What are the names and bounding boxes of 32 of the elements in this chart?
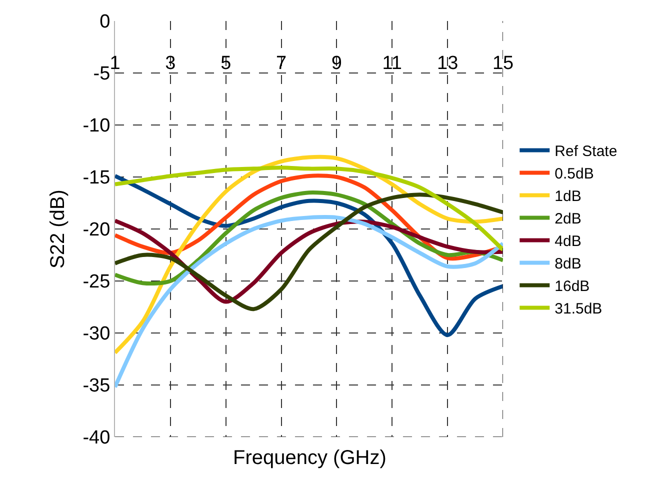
line-series — [115, 215, 503, 390]
legend-label: 0.5dB — [554, 166, 594, 183]
legend-label: 16dB — [554, 278, 590, 296]
x-tick-label: 15 — [492, 53, 514, 74]
x-tick-label: 13 — [437, 53, 458, 74]
x-tick-label: 3 — [165, 53, 176, 74]
line-series — [115, 174, 503, 338]
legend-label: 8dB — [554, 256, 582, 273]
line-series — [115, 166, 503, 252]
x-axis-title: Frequency (GHz) — [233, 447, 386, 469]
y-tick-label: -5 — [93, 64, 110, 85]
y-tick-label: -10 — [82, 116, 110, 137]
y-tick-label: -15 — [82, 168, 110, 189]
legend-label: 1dB — [554, 188, 582, 206]
y-tick-label: -20 — [82, 220, 110, 241]
y-axis-title: S22 (dB) — [47, 190, 70, 268]
line-series — [115, 155, 503, 355]
legend-label: 2dB — [554, 210, 582, 228]
legend-label: Ref State — [554, 143, 618, 160]
legend-label: 31.5dB — [554, 300, 602, 318]
x-tick-label: 9 — [331, 53, 342, 74]
x-tick-label: 11 — [382, 53, 402, 74]
x-tick-label: 1 — [110, 53, 120, 74]
y-tick-label: 0 — [100, 12, 110, 33]
y-tick-label: -30 — [82, 324, 110, 345]
y-tick-label: -40 — [82, 428, 110, 449]
y-tick-label: -25 — [82, 272, 110, 293]
y-tick-label: -35 — [82, 376, 110, 397]
line-series — [115, 192, 503, 312]
x-tick-label: 5 — [220, 53, 232, 74]
x-tick-label: 7 — [276, 53, 287, 74]
legend-label: 4dB — [554, 233, 582, 250]
